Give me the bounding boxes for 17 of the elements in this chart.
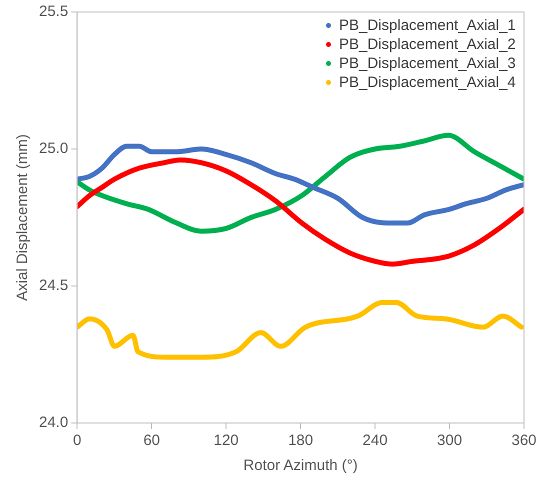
legend-label: PB_Displacement_Axial_4 xyxy=(339,73,516,92)
legend-label: PB_Displacement_Axial_1 xyxy=(339,16,516,35)
legend-label: PB_Displacement_Axial_2 xyxy=(339,35,516,54)
y-tick-label: 25.0 xyxy=(38,140,68,158)
x-tick-label: 360 xyxy=(511,432,537,450)
legend-label: PB_Displacement_Axial_3 xyxy=(339,54,516,73)
x-tick-label: 120 xyxy=(214,432,239,450)
y-axis-title: Axial Displacement (mm) xyxy=(14,134,32,301)
x-tick-label: 240 xyxy=(362,432,388,450)
y-tick-label: 24.5 xyxy=(38,277,68,294)
x-tick-label: 0 xyxy=(73,432,82,450)
x-axis-title: Rotor Azimuth (°) xyxy=(243,457,358,474)
y-tick-label: 25.5 xyxy=(38,3,68,20)
x-tick-label: 300 xyxy=(437,432,462,450)
y-tick-label: 24.0 xyxy=(38,414,68,432)
x-tick-label: 60 xyxy=(143,432,160,450)
x-tick-label: 180 xyxy=(288,432,314,450)
